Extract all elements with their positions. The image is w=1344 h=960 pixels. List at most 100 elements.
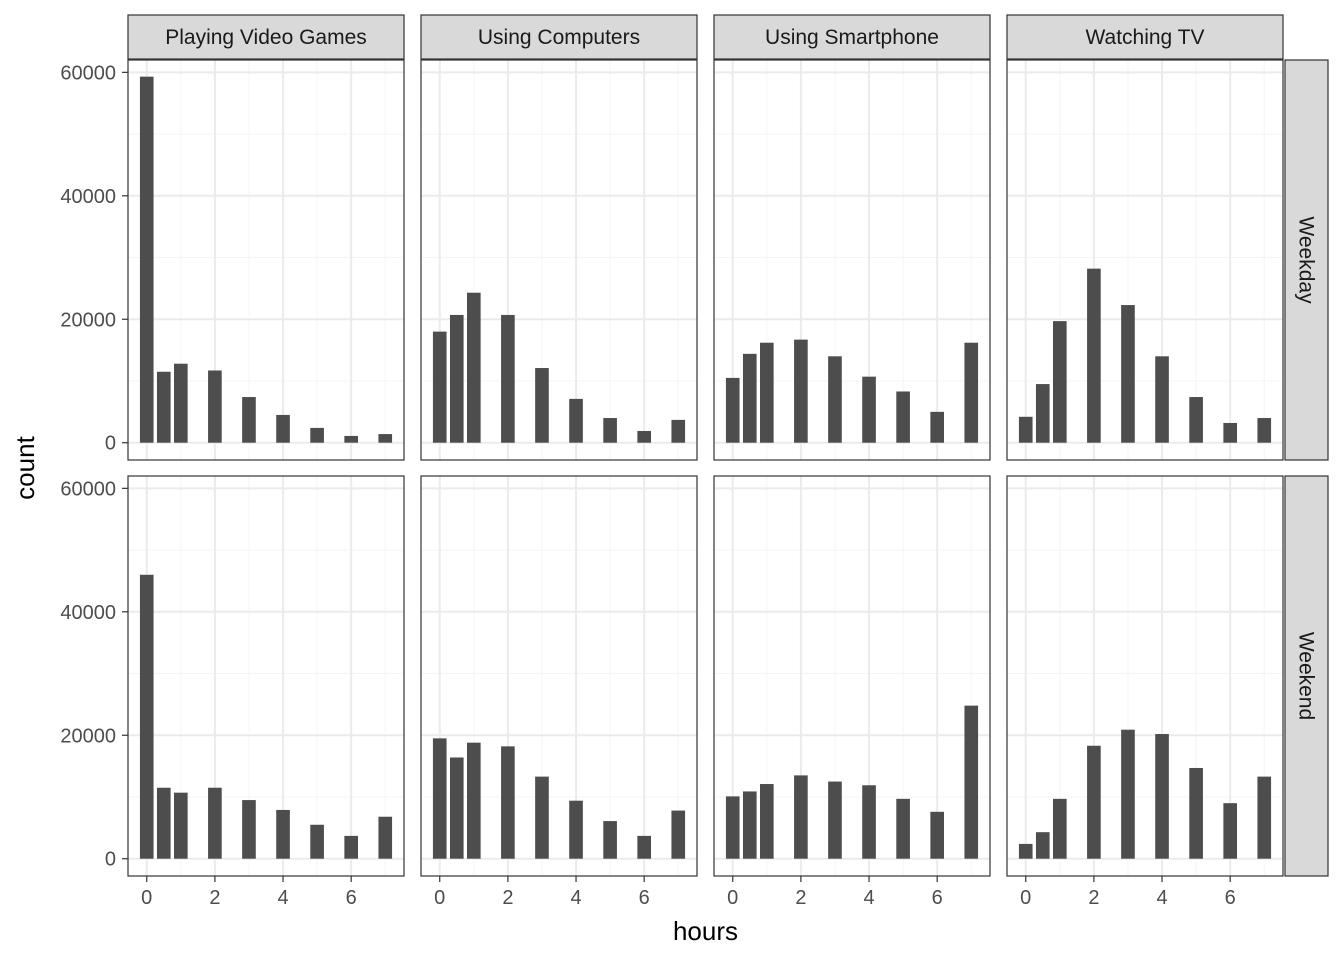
panel-weekday-playing-video-games	[127, 59, 405, 461]
x-tick-label: 6	[932, 887, 943, 909]
x-tick-label: 6	[1225, 887, 1236, 909]
x-tick-label: 2	[502, 887, 513, 909]
bar	[467, 292, 481, 443]
bar	[174, 363, 188, 443]
panel-border	[127, 59, 405, 461]
bar	[760, 342, 774, 443]
x-tick-label: 4	[863, 887, 874, 909]
bar	[896, 391, 910, 443]
bar	[1189, 397, 1203, 443]
bar	[1087, 745, 1101, 859]
bar	[1121, 305, 1135, 443]
bar	[1223, 803, 1237, 859]
y-tick-label: 60000	[60, 62, 116, 84]
y-tick-label: 60000	[60, 478, 116, 500]
bar	[344, 835, 358, 859]
bar	[378, 434, 393, 443]
strip-label: Watching TV	[1085, 26, 1204, 49]
bar	[1087, 268, 1101, 443]
bar	[569, 398, 583, 443]
bar	[862, 785, 876, 859]
bar	[742, 353, 757, 443]
bar	[725, 796, 740, 859]
x-axis-using-smartphone: 0 2 4 6	[727, 876, 943, 909]
bar	[1155, 356, 1169, 443]
bar	[637, 430, 651, 443]
bar	[964, 705, 979, 859]
bar	[449, 314, 464, 443]
bar	[1053, 798, 1067, 859]
bar	[276, 809, 290, 859]
bar	[276, 414, 290, 443]
strip-box	[1006, 14, 1284, 60]
bar	[501, 746, 515, 859]
x-tick-label: 4	[1156, 887, 1167, 909]
y-tick-label: 40000	[60, 602, 116, 624]
bar	[760, 784, 774, 859]
bar	[1018, 416, 1033, 443]
strip-watching-tv: Watching TV	[1006, 14, 1284, 60]
bar	[432, 738, 447, 859]
x-tick-label: 0	[141, 887, 152, 909]
x-axis-using-computers: 0 2 4 6	[434, 876, 650, 909]
strip-label: Using Smartphone	[765, 26, 939, 49]
panel-border	[713, 59, 991, 461]
bar	[930, 411, 944, 443]
bar	[862, 376, 876, 443]
y-tick-label: 20000	[60, 309, 116, 331]
y-tick-label: 20000	[60, 725, 116, 747]
strip-box	[127, 14, 405, 60]
x-tick-label: 6	[639, 887, 650, 909]
bar	[208, 787, 222, 859]
y-axis-weekend: 0 20000 40000 60000	[60, 478, 128, 871]
y-tick-label: 0	[105, 849, 116, 871]
bar	[569, 800, 583, 859]
strip-box	[1284, 59, 1329, 461]
bar	[725, 377, 740, 443]
bar	[603, 418, 617, 443]
strip-weekend: Weekend	[1284, 475, 1329, 877]
x-axis-title: hours	[673, 916, 738, 946]
bar	[1257, 418, 1272, 443]
bar	[1035, 384, 1050, 443]
panel-weekend-watching-tv	[1006, 475, 1284, 877]
bar	[671, 810, 686, 859]
y-axis-weekday: 0 20000 40000 60000	[60, 62, 128, 455]
strip-box	[420, 14, 698, 60]
bar	[449, 757, 464, 859]
bar	[535, 368, 549, 443]
bar	[1189, 767, 1203, 859]
bar	[139, 76, 154, 443]
bar	[344, 435, 358, 443]
bar	[501, 314, 515, 443]
strip-label: Using Computers	[478, 26, 640, 49]
panel-weekend-using-smartphone	[713, 475, 991, 877]
bar	[671, 419, 686, 443]
bar	[1053, 321, 1067, 443]
y-axis-title: count	[10, 435, 40, 499]
bar	[1223, 422, 1237, 443]
bar	[896, 798, 910, 859]
bar	[603, 821, 617, 859]
bar	[242, 800, 256, 859]
bar	[535, 776, 549, 859]
x-axis-watching-tv: 0 2 4 6	[1020, 876, 1236, 909]
x-tick-label: 0	[727, 887, 738, 909]
bar	[1035, 832, 1050, 859]
bar	[742, 791, 757, 859]
panel-border	[1006, 475, 1284, 877]
panel-border	[127, 475, 405, 877]
x-tick-label: 0	[434, 887, 445, 909]
strip-box	[1284, 475, 1329, 877]
strip-weekday: Weekday	[1284, 59, 1329, 461]
x-tick-label: 2	[795, 887, 806, 909]
bar	[156, 787, 171, 859]
x-tick-label: 2	[1088, 887, 1099, 909]
x-tick-label: 4	[277, 887, 288, 909]
strip-using-smartphone: Using Smartphone	[713, 14, 991, 60]
y-tick-label: 0	[105, 433, 116, 455]
bar	[242, 397, 256, 443]
panel-weekend-playing-video-games	[127, 475, 405, 877]
panel-border	[713, 475, 991, 877]
